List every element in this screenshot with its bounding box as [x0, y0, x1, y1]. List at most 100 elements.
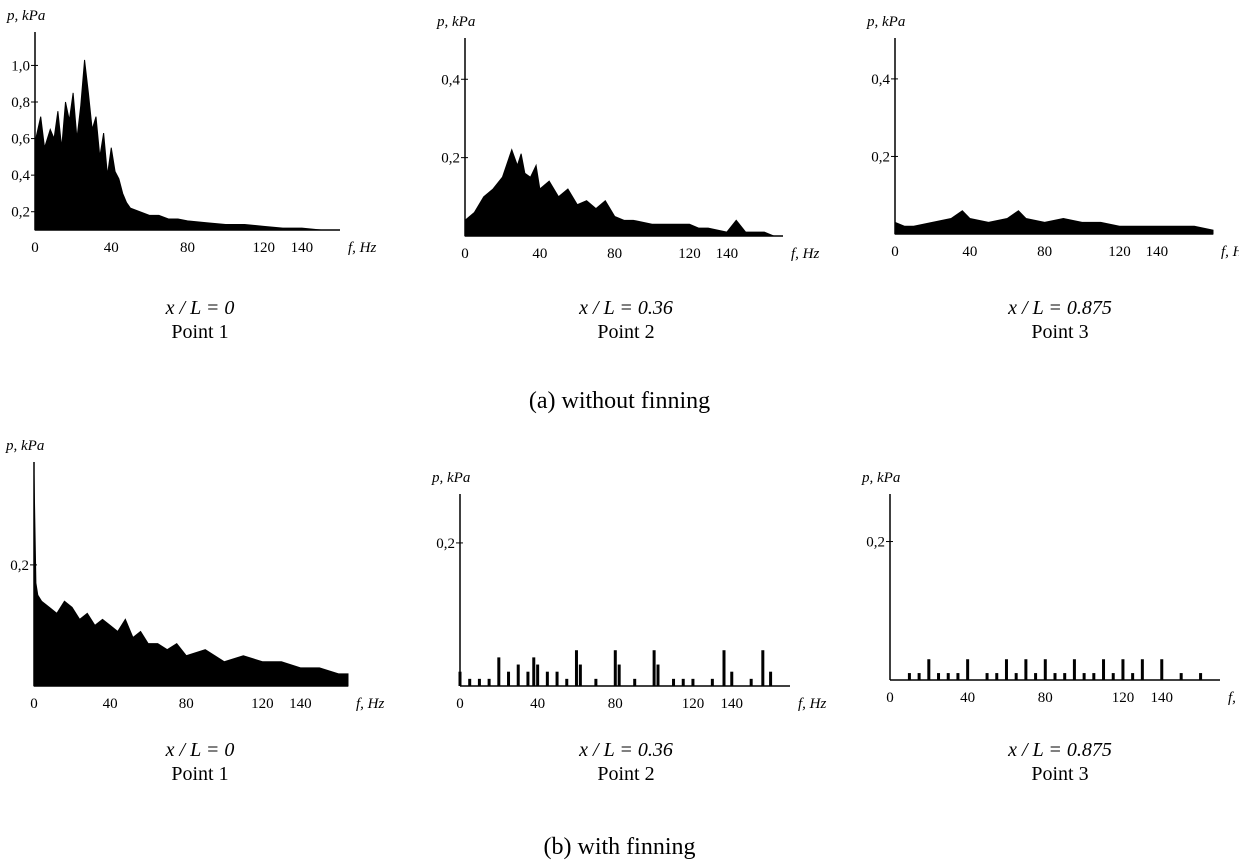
spectrum-chart-6: 0,2 0 40 80 120 140 p, kPa f, Hz: [861, 470, 1239, 706]
spectrum-bar: [594, 678, 598, 686]
caption-2-position: x / L = 0.36: [579, 297, 673, 319]
spectrum-bar: [1121, 659, 1125, 680]
spectrum-bar: [574, 650, 578, 686]
spectrum-chart-2: 0,2 0,4 0 40 80 120 140 p, kPa f, Hz: [436, 14, 820, 262]
spectrum-bar: [769, 671, 773, 686]
y-tick-label: 0,2: [441, 151, 460, 167]
spectrum-bar: [1004, 659, 1008, 680]
chart-panel-3: 0,2 0,4 0 40 80 120 140 p, kPa f, Hz: [826, 0, 1239, 280]
x-tick-label: 120: [1108, 244, 1131, 260]
caption-6-point: Point 3: [1031, 763, 1089, 785]
y-tick-label: 0,8: [11, 95, 30, 111]
y-tick-label: 1,0: [11, 58, 30, 74]
spectrum-bar: [749, 678, 753, 686]
spectrum-bar: [1131, 673, 1135, 680]
spectrum-bar: [497, 657, 501, 686]
x-tick-label: 140: [1151, 690, 1174, 706]
caption-1-point: Point 1: [171, 321, 229, 343]
spectrum-bar: [536, 664, 540, 686]
x-tick-label: 40: [962, 244, 977, 260]
x-tick-label: 80: [180, 240, 195, 256]
y-axis-label: p, kPa: [866, 14, 905, 30]
spectrum-bar: [710, 678, 714, 686]
y-tick-label: 0,6: [11, 132, 30, 148]
spectrum-bar: [487, 678, 491, 686]
x-axis-label: f, Hz: [791, 246, 820, 262]
spectrum-bar: [1072, 659, 1076, 680]
spectrum-bar: [1199, 673, 1203, 680]
spectrum-bar: [526, 671, 530, 686]
y-axis-label: p, kPa: [861, 470, 900, 486]
spectrum-bar: [956, 673, 960, 680]
spectrum-area: [464, 148, 774, 237]
spectrum-bar: [1053, 673, 1057, 680]
y-axis-label: p, kPa: [5, 438, 44, 454]
spectrum-bar: [477, 678, 481, 686]
spectrum-bar: [656, 664, 660, 686]
y-tick-label: 0,4: [871, 72, 890, 88]
spectrum-bar: [995, 673, 999, 680]
spectrum-chart-3: 0,2 0,4 0 40 80 120 140 p, kPa f, Hz: [866, 14, 1239, 260]
x-tick-label: 120: [253, 240, 276, 256]
x-tick-label: 0: [891, 244, 899, 260]
x-tick-label: 80: [607, 246, 622, 262]
caption-2: x / L = 0.36 Point 2: [526, 296, 726, 344]
x-tick-label: 140: [721, 696, 744, 712]
caption-6: x / L = 0.875 Point 3: [960, 738, 1160, 786]
x-axis-label: f, Hz: [798, 696, 827, 712]
x-tick-label: 80: [1037, 244, 1052, 260]
caption-3-point: Point 3: [1031, 321, 1089, 343]
x-tick-label: 80: [1038, 690, 1053, 706]
caption-4: x / L = 0 Point 1: [100, 738, 300, 786]
y-tick-label: 0,4: [11, 168, 30, 184]
chart-panel-5: 0,2 0 40 80 120 140 p, kPa f, Hz: [413, 440, 827, 720]
y-tick-label: 0,2: [10, 558, 29, 574]
spectrum-area: [33, 474, 349, 687]
spectrum-bar: [1043, 659, 1047, 680]
x-axis-label: f, Hz: [1221, 244, 1239, 260]
caption-5-position: x / L = 0.36: [579, 739, 673, 761]
x-tick-label: 0: [456, 696, 464, 712]
spectrum-bar: [516, 664, 520, 686]
x-tick-label: 80: [608, 696, 623, 712]
caption-2-point: Point 2: [597, 321, 655, 343]
spectrum-bar: [937, 673, 941, 680]
x-tick-label: 140: [289, 696, 312, 712]
spectrum-bar: [730, 671, 734, 686]
spectrum-bar: [578, 664, 582, 686]
x-tick-label: 120: [251, 696, 274, 712]
group-caption-a: (a) without finning: [528, 388, 711, 414]
chart-panel-1: 0,2 0,4 0,6 0,8 1,0 0 40 80 120 140 p, kPa f, Hz: [0, 0, 400, 280]
y-tick-label: 0,4: [441, 72, 460, 88]
spectrum-bar: [1179, 673, 1183, 680]
spectrum-chart-4: 0,2 0 40 80 120 140 p, kPa f, Hz: [5, 438, 385, 712]
spectrum-bar: [681, 678, 685, 686]
caption-1-position: x / L = 0: [165, 297, 235, 319]
spectrum-bar: [1024, 659, 1028, 680]
chart-panel-4: 0,2 0 40 80 120 140 p, kPa f, Hz: [0, 438, 400, 720]
spectrum-bar: [532, 657, 536, 686]
y-tick-label: 0,2: [871, 149, 890, 165]
x-tick-label: 120: [678, 246, 701, 262]
spectrum-bar: [1111, 673, 1115, 680]
spectrum-bar: [1082, 673, 1086, 680]
spectrum-bar: [691, 678, 695, 686]
x-tick-label: 40: [532, 246, 547, 262]
x-tick-label: 140: [1146, 244, 1169, 260]
spectrum-bar: [946, 673, 950, 680]
spectrum-bar: [722, 650, 726, 686]
x-tick-label: 40: [103, 696, 118, 712]
x-tick-label: 120: [682, 696, 705, 712]
spectrum-area: [894, 210, 1214, 235]
caption-3: x / L = 0.875 Point 3: [960, 296, 1160, 344]
x-axis-label: f, Hz: [348, 240, 377, 256]
spectrum-bar: [761, 650, 765, 686]
caption-5: x / L = 0.36 Point 2: [526, 738, 726, 786]
x-tick-label: 140: [716, 246, 739, 262]
spectrum-chart-1: 0,2 0,4 0,6 0,8 1,0 0 40 80 120 140 p, kPa f, Hz: [6, 8, 377, 256]
spectrum-bar: [613, 650, 617, 686]
caption-3-position: x / L = 0.875: [1008, 297, 1112, 319]
chart-panel-6: 0,2 0 40 80 120 140 p, kPa f, Hz: [826, 440, 1239, 720]
chart-panel-2: 0,2 0,4 0 40 80 120 140 p, kPa f, Hz: [413, 0, 820, 280]
spectrum-bar: [927, 659, 931, 680]
